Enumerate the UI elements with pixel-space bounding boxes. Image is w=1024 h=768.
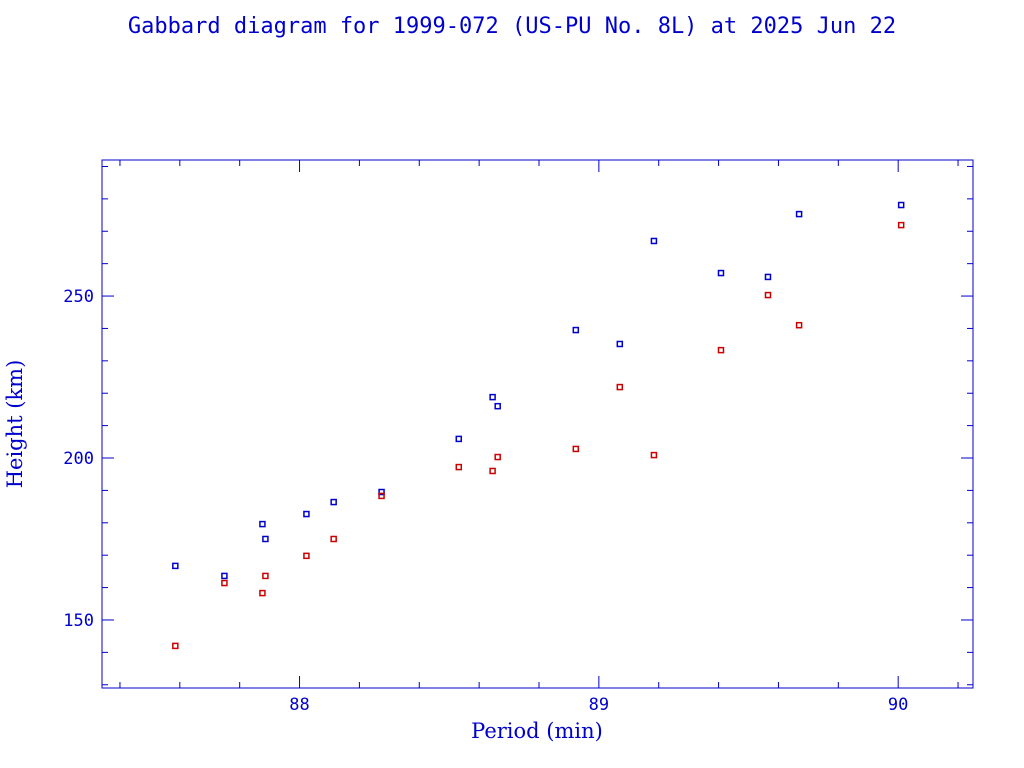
apogee-point (572, 326, 580, 334)
apogee-point (489, 393, 496, 401)
perigee-point (650, 451, 658, 459)
apogee-point (172, 562, 179, 570)
y-tick-label: 250 (63, 287, 94, 307)
perigee-point (572, 445, 580, 453)
x-tick-label: 88 (289, 695, 309, 715)
apogee-point (221, 572, 228, 580)
apogee-point (717, 269, 725, 277)
apogee-point (764, 273, 772, 281)
perigee-point (221, 579, 228, 587)
perigee-point (259, 589, 266, 597)
perigee-point (897, 221, 905, 229)
x-tick-label: 90 (888, 695, 908, 715)
apogee-point (259, 520, 266, 528)
y-tick-label: 150 (63, 611, 94, 631)
perigee-point (172, 642, 179, 650)
chart-title: Gabbard diagram for 1999-072 (US-PU No. … (127, 14, 897, 39)
perigee-point (717, 346, 725, 354)
apogee-point (650, 237, 658, 245)
apogee-point (795, 210, 803, 218)
perigee-point (303, 552, 310, 560)
apogee-point (897, 201, 905, 209)
perigee-point (330, 535, 337, 543)
perigee-point (764, 291, 772, 299)
perigee-point (489, 467, 496, 475)
perigee-point (262, 572, 269, 580)
perigee-point (494, 453, 501, 461)
x-tick-label: 89 (589, 695, 609, 715)
perigee-point (378, 492, 385, 500)
apogee-point (616, 340, 624, 348)
apogee-point (303, 510, 310, 518)
y-axis-title: Height (km) (3, 360, 27, 489)
x-axis-title: Period (min) (471, 719, 603, 743)
apogee-point (330, 498, 337, 506)
plot-frame (101, 159, 974, 689)
apogee-point (455, 435, 463, 443)
apogee-point (378, 488, 385, 496)
perigee-point (455, 463, 463, 471)
perigee-point (795, 321, 803, 329)
y-tick-label: 200 (63, 449, 94, 469)
apogee-point (262, 535, 269, 543)
perigee-point (616, 383, 624, 391)
apogee-point (494, 402, 501, 410)
